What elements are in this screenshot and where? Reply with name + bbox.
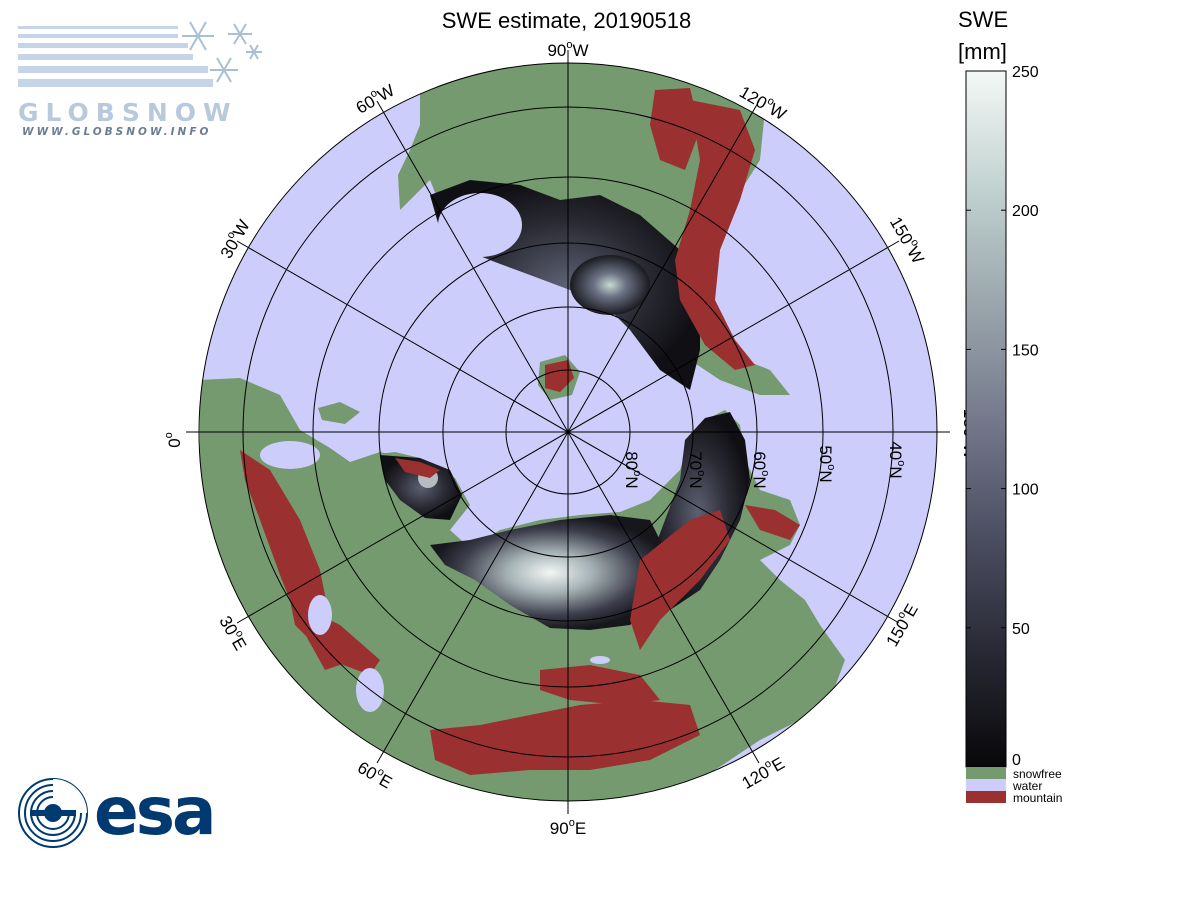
baltic-sea xyxy=(260,441,320,469)
parallel-label-60n: 60oN xyxy=(750,451,771,488)
esa-wordmark: esa xyxy=(94,773,217,850)
globsnow-stripes xyxy=(18,26,213,87)
map-border xyxy=(198,62,938,802)
mountain-himalaya xyxy=(430,700,700,775)
map-title: SWE estimate, 20190518 xyxy=(441,8,692,33)
graticule xyxy=(186,50,950,814)
snow-central-siberia xyxy=(430,515,670,630)
colorbar-title-variable: SWE xyxy=(958,7,1009,32)
colorbar-tick-label: 150 xyxy=(1012,342,1039,359)
colorbar-category-label: mountain xyxy=(1013,791,1062,805)
parallel-labels: 80oN 70oN 60oN 50oN 40oN xyxy=(622,441,907,488)
parallel-label-70n: 70oN xyxy=(686,451,707,488)
colorbar-category-label: water xyxy=(1012,779,1042,793)
colorbar-tick-label: 0 xyxy=(1012,752,1021,769)
snowflake-icon xyxy=(182,21,262,83)
meridian-label-0: 0o xyxy=(163,432,184,448)
parallel-label-40n: 40oN xyxy=(886,441,907,478)
globsnow-wordmark: GLOBSNOW xyxy=(18,98,238,127)
mountain-rockies xyxy=(675,100,755,370)
colorbar-title-unit: [mm] xyxy=(958,39,1007,64)
hudson-bay xyxy=(438,193,522,257)
colorbar-category-label: snowfree xyxy=(1013,767,1062,781)
mountain-kamchatka xyxy=(745,505,800,540)
mountain-scandinavia xyxy=(395,458,440,478)
mountain-alaska-range xyxy=(650,88,700,170)
colorbar-ticks: 250 200 150 100 50 0 xyxy=(966,64,1039,769)
mountain-areas xyxy=(240,88,800,775)
snow-canada-peak xyxy=(570,255,650,315)
colorbar-category-swatch xyxy=(966,791,1006,803)
colorbar-title: SWE [mm] xyxy=(958,4,1008,68)
meridian-label-90w: 90oW xyxy=(547,39,588,60)
lake-baikal xyxy=(590,656,610,664)
colorbar-ramp xyxy=(965,70,1007,768)
land-iceland xyxy=(318,402,360,424)
black-sea xyxy=(308,595,332,635)
esa-emblem-icon xyxy=(18,778,88,848)
globsnow-url: WWW.GLOBSNOW.INFO xyxy=(22,126,212,138)
map-disk xyxy=(186,50,950,814)
colorbar-tick-label: 200 xyxy=(1012,203,1039,220)
colorbar-category-swatch xyxy=(966,767,1006,779)
mountain-greenland xyxy=(545,360,574,392)
parallel-label-50n: 50oN xyxy=(816,445,837,482)
colorbar-tick-label: 100 xyxy=(1012,482,1039,499)
meridian-label-90e: 90oE xyxy=(550,817,586,838)
parallel-label-80n: 80oN xyxy=(622,451,643,488)
colorbar-tick-label: 50 xyxy=(1012,621,1030,638)
colorbar-tick-label: 250 xyxy=(1012,64,1039,81)
globsnow-logo xyxy=(18,21,262,87)
colorbar-category-swatch xyxy=(966,779,1006,791)
meridian-150w-30e xyxy=(236,240,900,624)
snow-scandinavia xyxy=(380,455,462,520)
mountain-east-siberia xyxy=(630,510,730,650)
